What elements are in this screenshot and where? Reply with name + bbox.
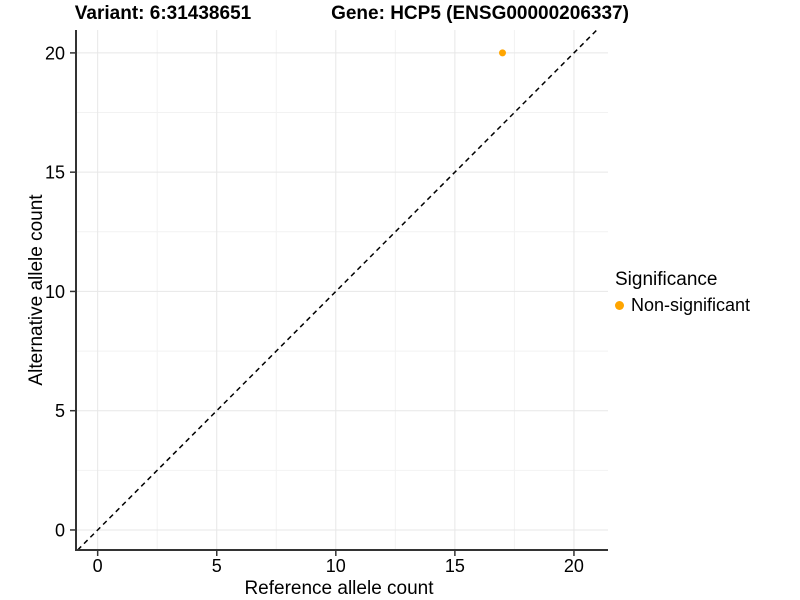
x-axis-title: Reference allele count [244, 578, 434, 599]
legend-item-non-significant: Non-significant [615, 295, 750, 316]
x-tick-label: 10 [326, 556, 346, 576]
point-icon [615, 301, 624, 310]
legend-title: Significance [615, 269, 718, 290]
gene-title: Gene: HCP5 (ENSG00000206337) [331, 3, 629, 24]
data-point-non-significant [499, 49, 507, 57]
variant-title: Variant: 6:31438651 [74, 3, 252, 24]
identity-dashed-line [77, 29, 598, 551]
y-tick-label: 15 [45, 163, 65, 183]
y-tick-label: 20 [45, 43, 65, 63]
x-tick-label: 20 [564, 556, 584, 576]
x-tick-label: 0 [93, 556, 103, 576]
y-axis-title: Alternative allele count [26, 194, 47, 386]
y-tick-label: 5 [55, 401, 65, 421]
y-tick-label: 10 [45, 282, 65, 302]
y-tick-label: 0 [55, 520, 65, 540]
x-tick-label: 5 [212, 556, 222, 576]
legend: Significance Non-significant [615, 269, 750, 316]
legend-item-label: Non-significant [631, 295, 751, 315]
x-tick-label: 15 [445, 556, 465, 576]
